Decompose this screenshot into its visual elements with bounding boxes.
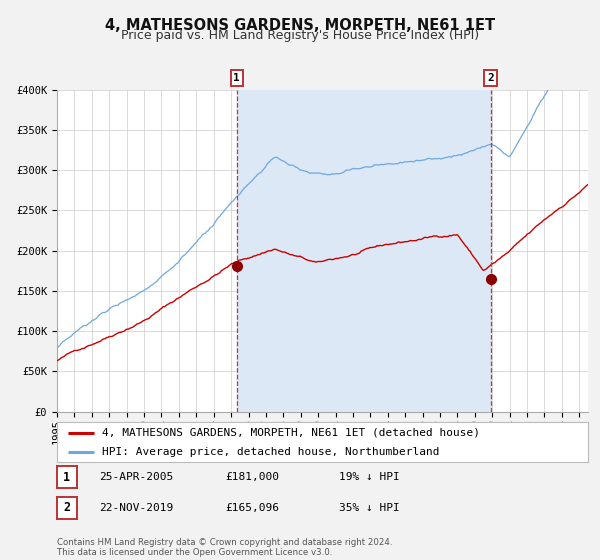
Bar: [236, 90, 491, 412]
Text: HPI: Average price, detached house, Northumberland: HPI: Average price, detached house, Nort…: [102, 447, 440, 457]
Text: 2: 2: [487, 73, 494, 83]
Text: Contains HM Land Registry data © Crown copyright and database right 2024.
This d: Contains HM Land Registry data © Crown c…: [57, 538, 392, 557]
Text: 22-NOV-2019: 22-NOV-2019: [99, 503, 173, 513]
Text: 4, MATHESONS GARDENS, MORPETH, NE61 1ET: 4, MATHESONS GARDENS, MORPETH, NE61 1ET: [105, 18, 495, 33]
Text: 1: 1: [64, 470, 70, 484]
Text: £181,000: £181,000: [225, 472, 279, 482]
Text: 35% ↓ HPI: 35% ↓ HPI: [339, 503, 400, 513]
Text: 2: 2: [64, 501, 70, 515]
Text: 19% ↓ HPI: 19% ↓ HPI: [339, 472, 400, 482]
Text: Price paid vs. HM Land Registry's House Price Index (HPI): Price paid vs. HM Land Registry's House …: [121, 29, 479, 42]
Text: 25-APR-2005: 25-APR-2005: [99, 472, 173, 482]
Text: 4, MATHESONS GARDENS, MORPETH, NE61 1ET (detached house): 4, MATHESONS GARDENS, MORPETH, NE61 1ET …: [102, 428, 480, 437]
Text: £165,096: £165,096: [225, 503, 279, 513]
Text: 1: 1: [233, 73, 240, 83]
